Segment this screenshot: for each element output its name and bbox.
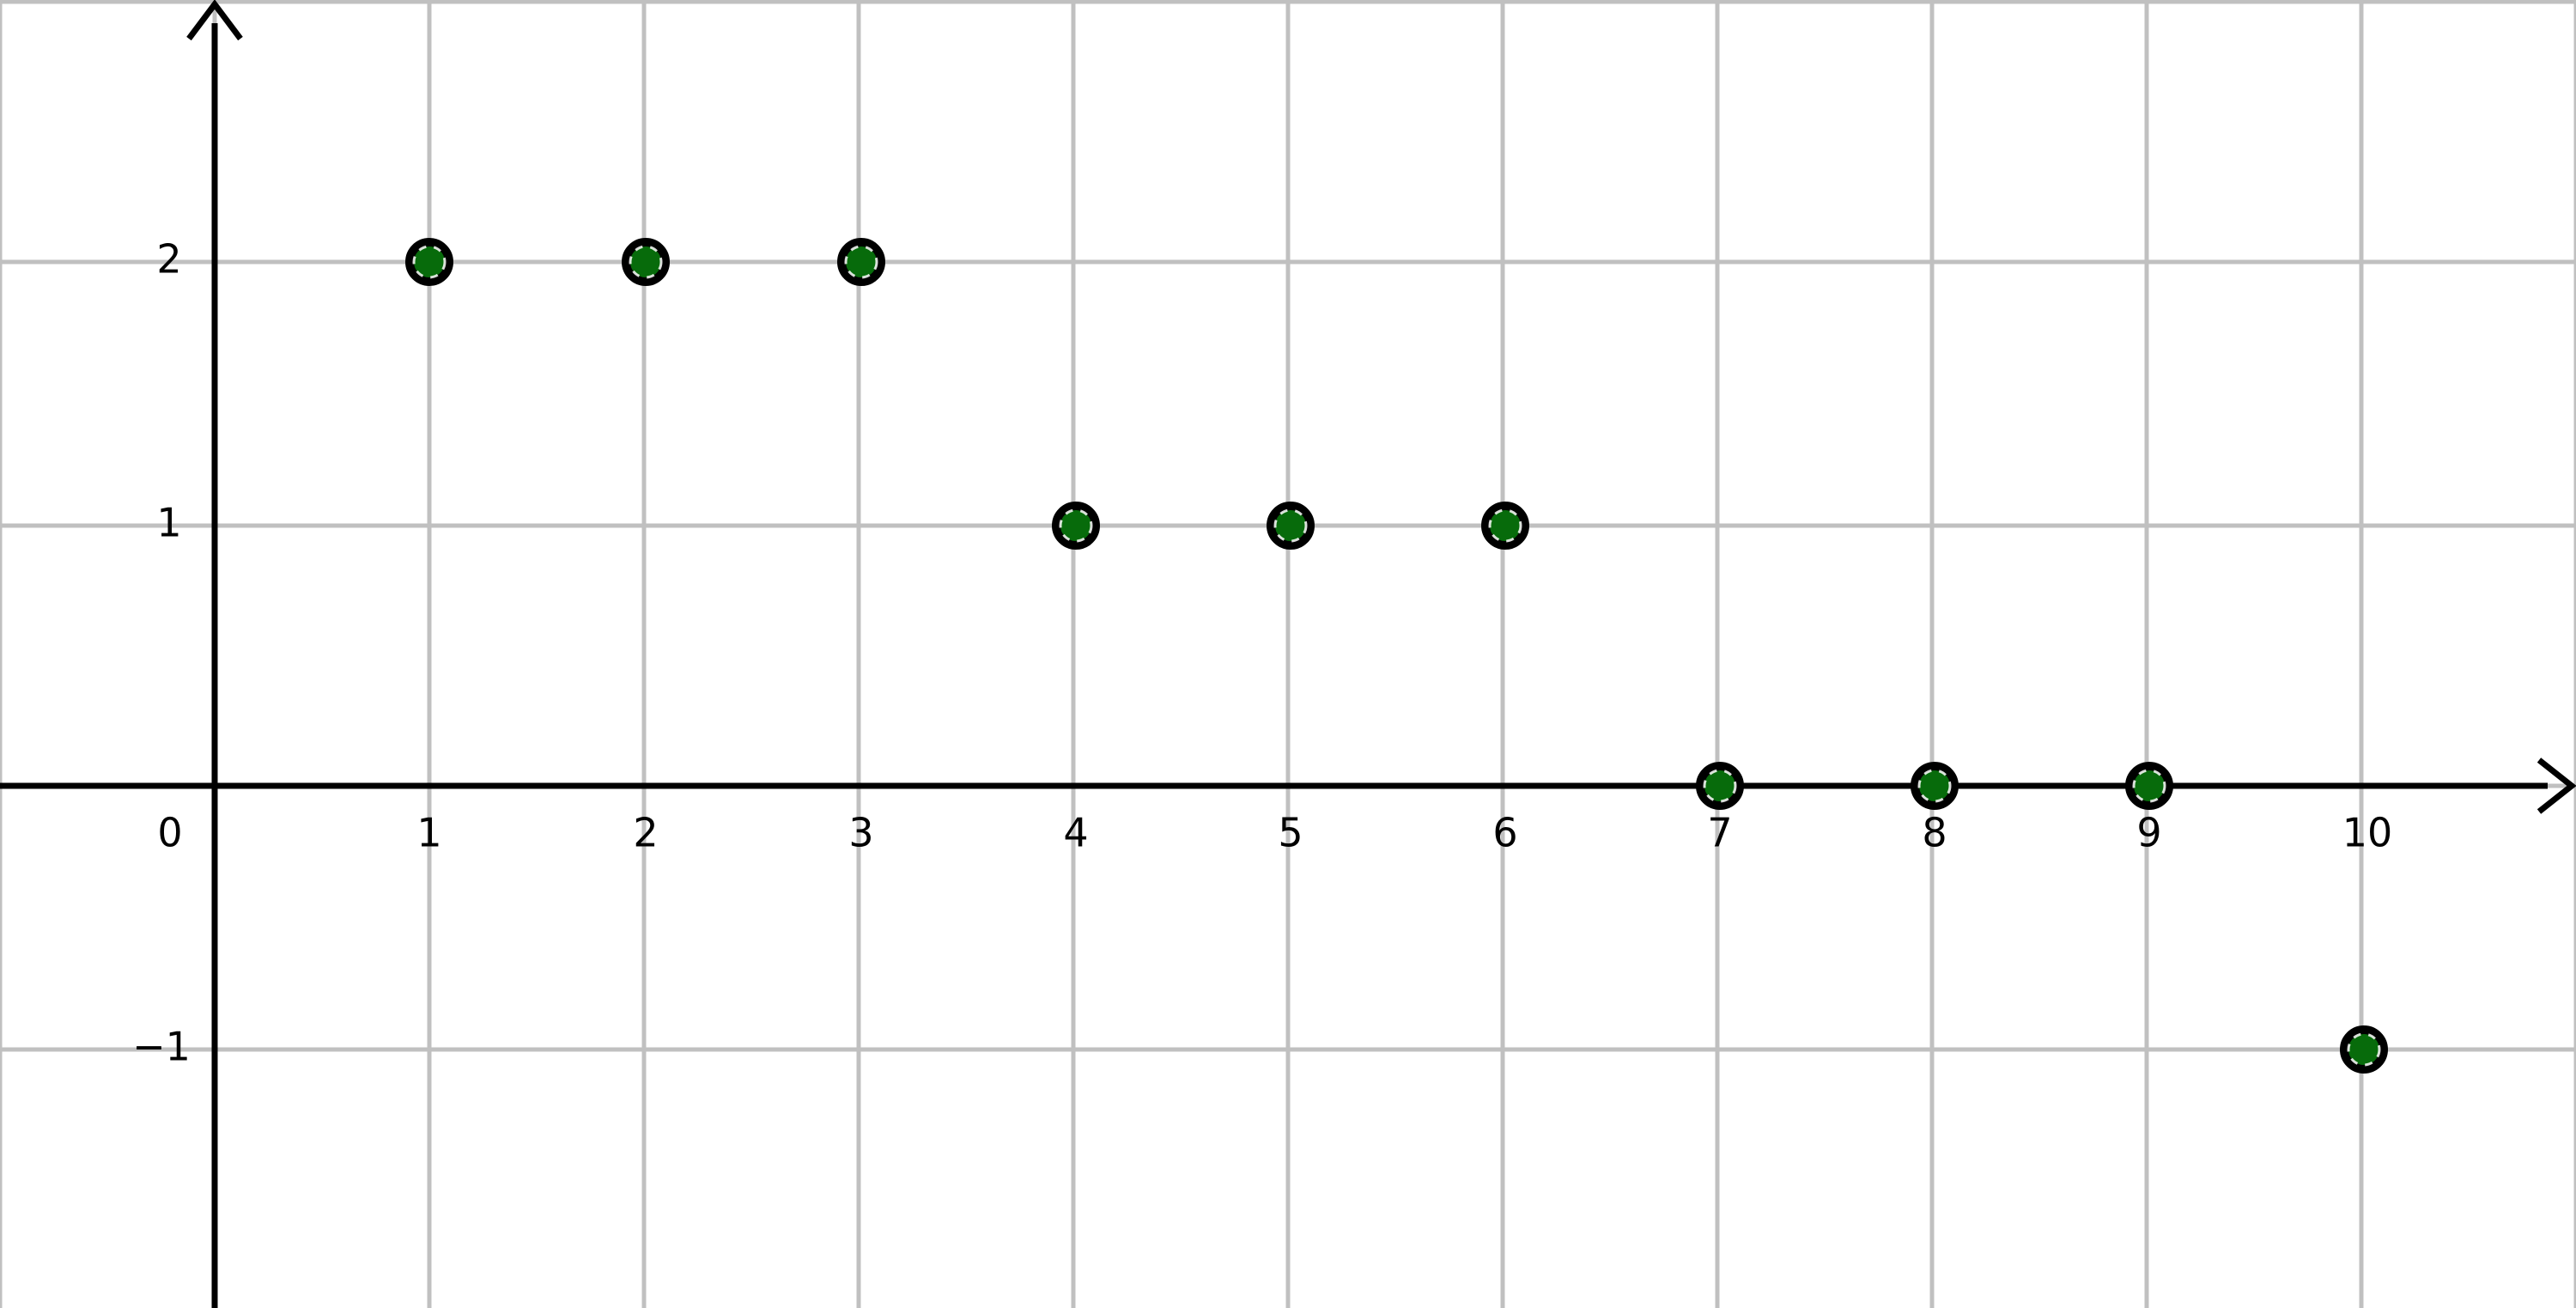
x-axis-tick-label: 6 bbox=[1492, 810, 1517, 856]
marker-circle bbox=[1481, 502, 1529, 550]
marker-inner-dash bbox=[2132, 769, 2166, 803]
data-point-marker bbox=[1481, 502, 1529, 550]
marker-inner-dash bbox=[1917, 769, 1952, 803]
marker-inner-dash bbox=[1488, 508, 1522, 543]
marker-inner-dash bbox=[2347, 1032, 2381, 1067]
x-axis-tick-label: 5 bbox=[1278, 810, 1303, 856]
data-point-marker bbox=[1696, 762, 1744, 810]
marker-circle bbox=[2125, 762, 2173, 810]
marker-inner-dash bbox=[844, 245, 878, 279]
x-axis-tick-label: 9 bbox=[2136, 810, 2161, 856]
marker-circle bbox=[1052, 502, 1100, 550]
marker-inner-dash bbox=[1273, 508, 1308, 543]
data-point-marker bbox=[1267, 502, 1315, 550]
marker-inner-dash bbox=[629, 245, 663, 279]
marker-circle bbox=[1911, 762, 1959, 810]
x-axis-tick-label: 3 bbox=[848, 810, 873, 856]
x-axis-tick-label: 7 bbox=[1707, 810, 1732, 856]
y-axis-tick-label: 2 bbox=[156, 236, 181, 283]
x-axis-tick-labels-group: 0 1 2 3 4 5 6 7 8 9 10 bbox=[157, 810, 2392, 856]
data-points-group bbox=[405, 238, 2388, 1074]
y-axis-arrow-icon bbox=[186, 0, 243, 41]
data-point-marker bbox=[622, 238, 670, 286]
marker-inner-dash bbox=[1703, 769, 1737, 803]
marker-inner-dash bbox=[412, 245, 447, 279]
x-axis-tick-label: 0 bbox=[157, 810, 182, 856]
x-axis-tick-label: 4 bbox=[1063, 810, 1088, 856]
marker-circle bbox=[1696, 762, 1744, 810]
data-point-marker bbox=[1052, 502, 1100, 550]
data-point-marker bbox=[1911, 762, 1959, 810]
x-axis-arrow-icon bbox=[2537, 757, 2576, 814]
x-axis-tick-label: 10 bbox=[2342, 810, 2393, 856]
x-axis-tick-label: 2 bbox=[633, 810, 658, 856]
data-point-marker bbox=[2340, 1025, 2388, 1074]
y-axis-tick-labels-group: 2 1 −1 bbox=[132, 236, 191, 1070]
x-axis-tick-label: 8 bbox=[1922, 810, 1947, 856]
marker-inner-dash bbox=[1059, 508, 1093, 543]
y-axis-tick-label: 1 bbox=[156, 500, 181, 546]
marker-circle bbox=[405, 238, 453, 286]
x-axis-tick-label: 1 bbox=[416, 810, 441, 856]
marker-circle bbox=[2340, 1025, 2388, 1074]
data-point-marker bbox=[837, 238, 885, 286]
data-point-marker bbox=[2125, 762, 2173, 810]
marker-circle bbox=[837, 238, 885, 286]
marker-circle bbox=[1267, 502, 1315, 550]
data-point-marker bbox=[405, 238, 453, 286]
marker-circle bbox=[622, 238, 670, 286]
y-axis-tick-label: −1 bbox=[132, 1024, 191, 1070]
